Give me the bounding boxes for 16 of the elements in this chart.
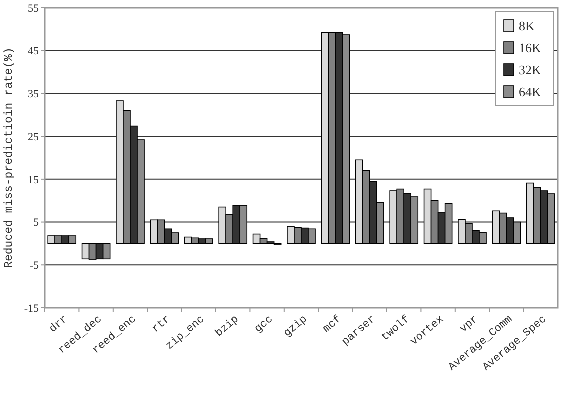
legend-label: 64K [519,84,542,100]
x-tick-label: rtr [150,314,174,336]
y-tick-label: 5 [34,217,40,230]
y-tick-label: -5 [30,260,40,272]
y-tick-label: 35 [28,88,40,101]
x-tick-label: mcf [321,314,344,336]
legend-label: 16K [519,40,542,56]
y-tick-label: -15 [24,302,40,315]
y-axis-title: Reduced miss-predictioin rate(%) [3,48,16,268]
legend-label: 32K [519,62,542,78]
y-tick-label: 55 [28,2,40,15]
x-tick-label: gcc [252,314,276,336]
legend-label: 8K [519,18,536,34]
y-tick-label: 15 [28,174,40,186]
y-tick-label: 25 [28,131,40,144]
y-tick-label: 45 [28,46,40,58]
